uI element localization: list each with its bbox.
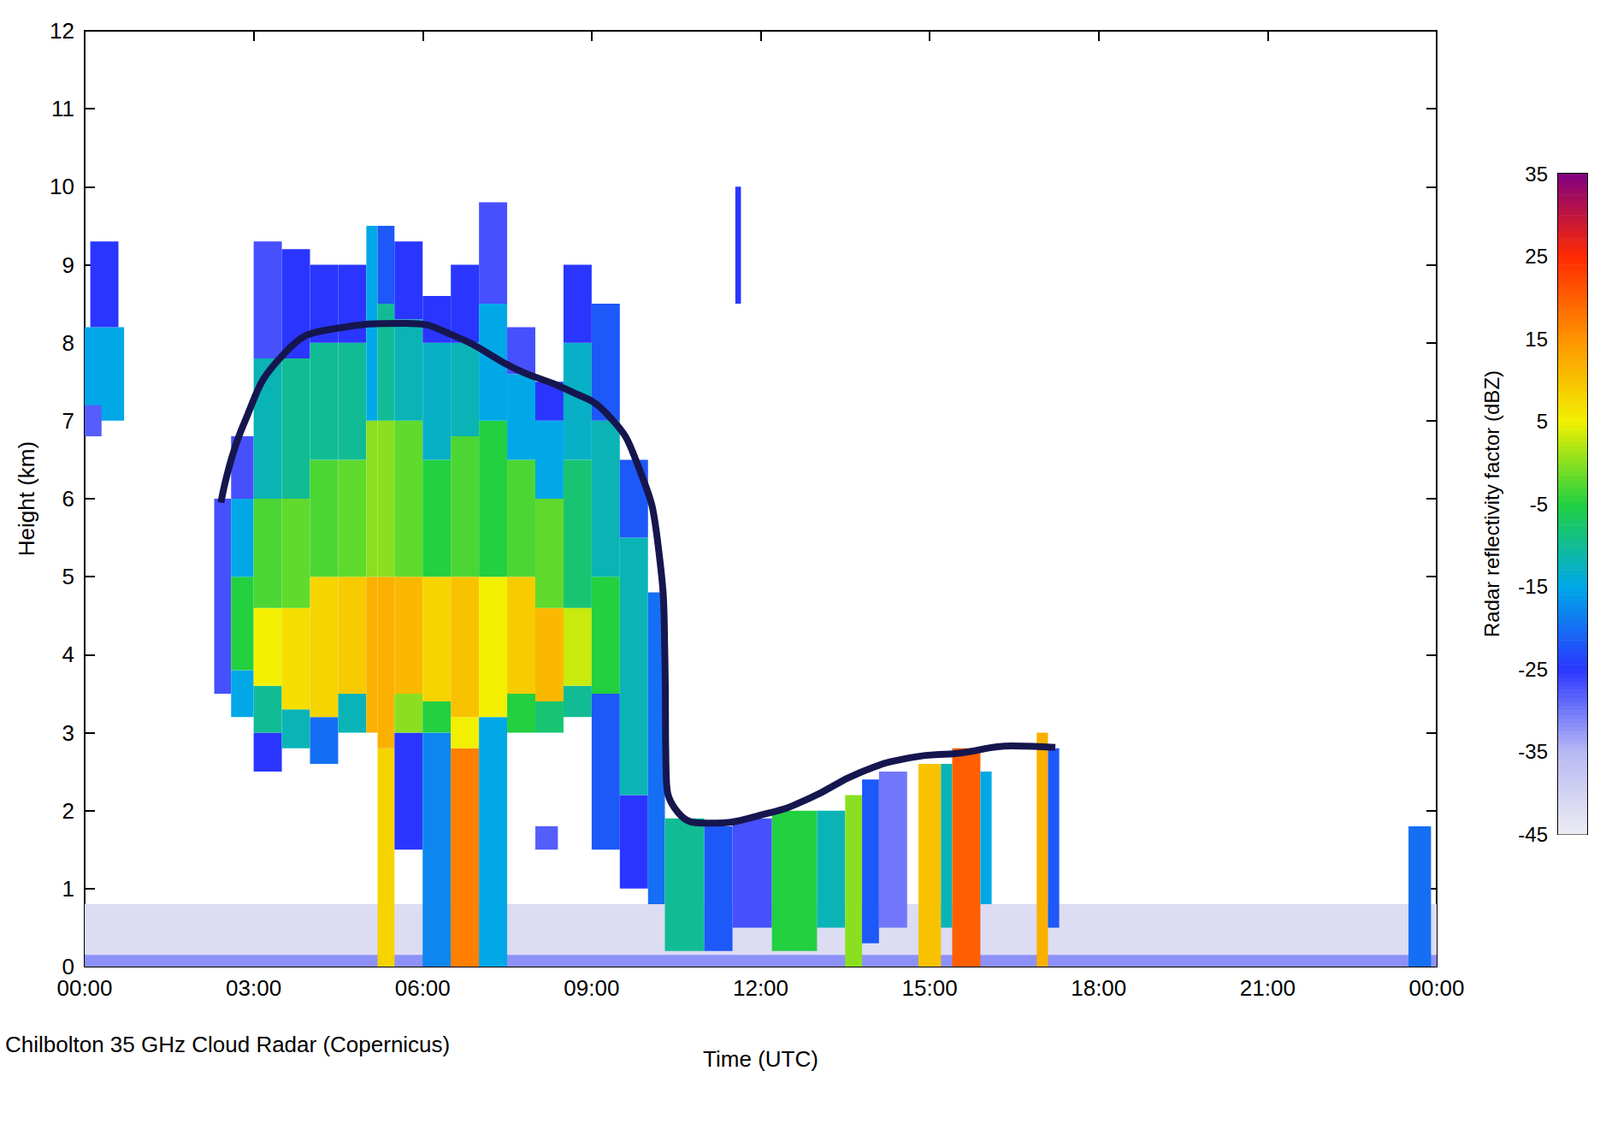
svg-text:00:00: 00:00 (1408, 974, 1465, 1001)
svg-text:11: 11 (51, 95, 75, 122)
svg-text:Height (km): Height (km) (13, 441, 40, 556)
svg-text:09:00: 09:00 (563, 974, 620, 1001)
svg-text:03:00: 03:00 (225, 974, 282, 1001)
svg-text:12: 12 (49, 17, 75, 44)
svg-text:06:00: 06:00 (395, 974, 451, 1001)
svg-text:35: 35 (1524, 162, 1548, 186)
svg-text:25: 25 (1524, 244, 1548, 268)
svg-text:-45: -45 (1517, 822, 1548, 846)
svg-text:Radar reflectivity factor (dBZ: Radar reflectivity factor (dBZ) (1480, 370, 1504, 638)
svg-text:2: 2 (62, 797, 75, 824)
svg-text:-25: -25 (1517, 657, 1548, 681)
svg-text:1: 1 (62, 875, 75, 902)
svg-text:Time (UTC): Time (UTC) (702, 1045, 819, 1072)
svg-text:8: 8 (62, 330, 75, 356)
svg-text:0: 0 (61, 953, 75, 980)
svg-text:-15: -15 (1517, 574, 1548, 598)
svg-text:9: 9 (62, 252, 75, 278)
svg-text:5: 5 (62, 563, 75, 590)
svg-text:4: 4 (62, 641, 75, 668)
svg-text:18:00: 18:00 (1070, 974, 1127, 1001)
svg-text:3: 3 (62, 720, 75, 746)
svg-text:-35: -35 (1517, 739, 1548, 763)
svg-text:6: 6 (62, 485, 75, 512)
svg-text:Chilbolton 35 GHz Cloud Radar: Chilbolton 35 GHz Cloud Radar (Copernicu… (5, 1031, 450, 1057)
svg-text:21:00: 21:00 (1239, 974, 1296, 1001)
svg-text:7: 7 (62, 407, 75, 434)
svg-text:5: 5 (1536, 409, 1548, 433)
svg-text:00:00: 00:00 (56, 974, 113, 1001)
svg-text:12:00: 12:00 (732, 974, 789, 1001)
svg-text:10: 10 (49, 173, 75, 200)
svg-text:15:00: 15:00 (902, 974, 958, 1001)
svg-text:-5: -5 (1529, 492, 1548, 516)
svg-text:15: 15 (1524, 327, 1548, 351)
